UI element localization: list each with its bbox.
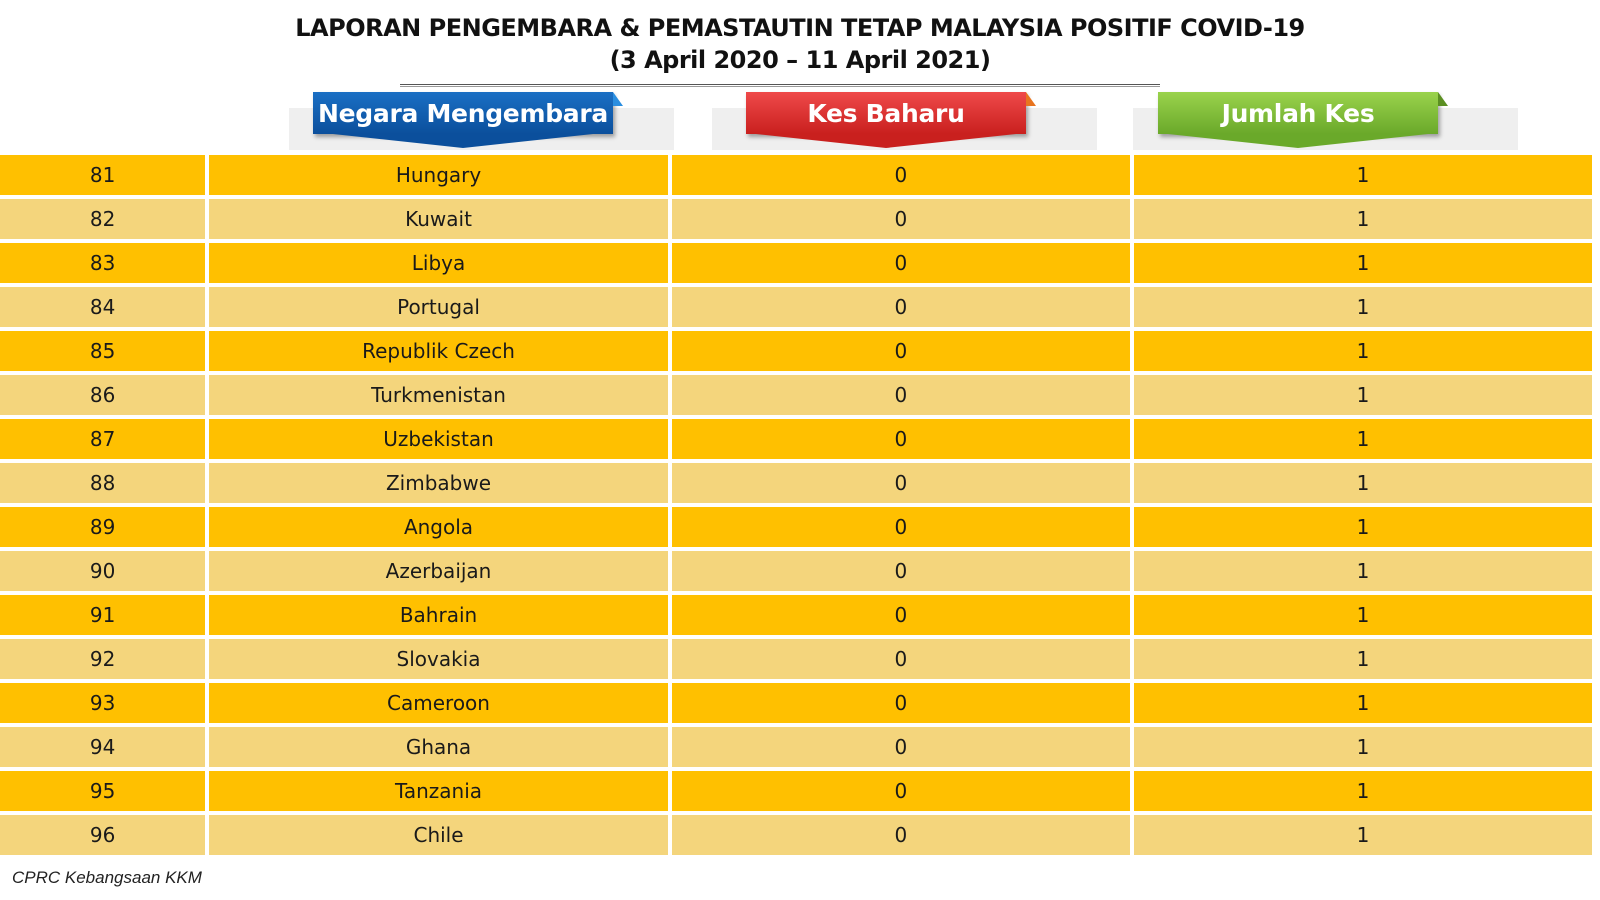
table-row: 95 Tanzania 0 1: [0, 771, 1592, 811]
table-row: 92 Slovakia 0 1: [0, 639, 1592, 679]
header-new-cases-pointer: [756, 134, 1016, 148]
header-total-cases-label: Jumlah Kes: [1221, 98, 1375, 128]
total-cases-cell: 1: [1133, 595, 1592, 635]
total-cases-cell: 1: [1133, 199, 1592, 239]
country-cell: Cameroon: [209, 683, 668, 723]
country-cell: Republik Czech: [209, 331, 668, 371]
table-row: 88 Zimbabwe 0 1: [0, 463, 1592, 503]
header-total-cases: Jumlah Kes: [1158, 92, 1448, 148]
country-cell: Tanzania: [209, 771, 668, 811]
country-cell: Portugal: [209, 287, 668, 327]
new-cases-cell: 0: [671, 463, 1130, 503]
country-cell: Chile: [209, 815, 668, 855]
new-cases-cell: 0: [671, 331, 1130, 371]
row-number: 81: [0, 155, 206, 195]
new-cases-cell: 0: [671, 155, 1130, 195]
total-cases-cell: 1: [1133, 551, 1592, 591]
row-number: 93: [0, 683, 206, 723]
table-row: 96 Chile 0 1: [0, 815, 1592, 855]
country-cell: Bahrain: [209, 595, 668, 635]
table-row: 89 Angola 0 1: [0, 507, 1592, 547]
row-number: 87: [0, 419, 206, 459]
country-cell: Angola: [209, 507, 668, 547]
country-cell: Zimbabwe: [209, 463, 668, 503]
cases-table-body: 81 Hungary 0 1 82 Kuwait 0 1 83 Libya 0 1 84 Portugal…: [0, 155, 1592, 855]
table-row: 93 Cameroon 0 1: [0, 683, 1592, 723]
new-cases-cell: 0: [671, 287, 1130, 327]
report-date-range: (3 April 2020 – 11 April 2021): [609, 46, 991, 74]
row-number: 96: [0, 815, 206, 855]
table-row: 86 Turkmenistan 0 1: [0, 375, 1592, 415]
total-cases-cell: 1: [1133, 375, 1592, 415]
table-row: 87 Uzbekistan 0 1: [0, 419, 1592, 459]
row-number: 86: [0, 375, 206, 415]
country-cell: Uzbekistan: [209, 419, 668, 459]
total-cases-cell: 1: [1133, 331, 1592, 371]
table-row: 82 Kuwait 0 1: [0, 199, 1592, 239]
new-cases-cell: 0: [671, 595, 1130, 635]
table-row: 84 Portugal 0 1: [0, 287, 1592, 327]
new-cases-cell: 0: [671, 419, 1130, 459]
report-title: LAPORAN PENGEMBARA & PEMASTAUTIN TETAP M…: [295, 14, 1305, 42]
country-cell: Slovakia: [209, 639, 668, 679]
total-cases-cell: 1: [1133, 287, 1592, 327]
new-cases-cell: 0: [671, 507, 1130, 547]
total-cases-cell: 1: [1133, 243, 1592, 283]
header-country: Negara Mengembara: [313, 92, 623, 148]
cases-table: 81 Hungary 0 1 82 Kuwait 0 1 83 Libya 0 1 84 Portugal…: [0, 151, 1596, 859]
new-cases-cell: 0: [671, 199, 1130, 239]
row-number: 94: [0, 727, 206, 767]
header-new-cases-label: Kes Baharu: [807, 98, 965, 128]
country-cell: Libya: [209, 243, 668, 283]
total-cases-cell: 1: [1133, 155, 1592, 195]
total-cases-cell: 1: [1133, 639, 1592, 679]
country-cell: Turkmenistan: [209, 375, 668, 415]
row-number: 82: [0, 199, 206, 239]
total-cases-cell: 1: [1133, 683, 1592, 723]
row-number: 84: [0, 287, 206, 327]
total-cases-cell: 1: [1133, 727, 1592, 767]
country-cell: Azerbaijan: [209, 551, 668, 591]
header-total-cases-fold: [1438, 92, 1448, 106]
row-number: 91: [0, 595, 206, 635]
total-cases-cell: 1: [1133, 771, 1592, 811]
table-row: 85 Republik Czech 0 1: [0, 331, 1592, 371]
table-row: 83 Libya 0 1: [0, 243, 1592, 283]
row-number: 85: [0, 331, 206, 371]
row-number: 92: [0, 639, 206, 679]
row-number: 90: [0, 551, 206, 591]
country-cell: Kuwait: [209, 199, 668, 239]
new-cases-cell: 0: [671, 727, 1130, 767]
new-cases-cell: 0: [671, 771, 1130, 811]
new-cases-cell: 0: [671, 375, 1130, 415]
header-new-cases-fold: [1026, 92, 1036, 106]
header-country-fold: [613, 92, 623, 106]
total-cases-cell: 1: [1133, 507, 1592, 547]
table-row: 90 Azerbaijan 0 1: [0, 551, 1592, 591]
table-row: 91 Bahrain 0 1: [0, 595, 1592, 635]
row-number: 88: [0, 463, 206, 503]
total-cases-cell: 1: [1133, 419, 1592, 459]
header-country-label: Negara Mengembara: [318, 98, 608, 128]
country-cell: Hungary: [209, 155, 668, 195]
total-cases-cell: 1: [1133, 815, 1592, 855]
row-number: 83: [0, 243, 206, 283]
row-number: 89: [0, 507, 206, 547]
table-row: 81 Hungary 0 1: [0, 155, 1592, 195]
header-new-cases: Kes Baharu: [746, 92, 1036, 148]
new-cases-cell: 0: [671, 815, 1130, 855]
new-cases-cell: 0: [671, 683, 1130, 723]
row-number: 95: [0, 771, 206, 811]
new-cases-cell: 0: [671, 551, 1130, 591]
title-divider: [400, 84, 1160, 87]
new-cases-cell: 0: [671, 243, 1130, 283]
country-cell: Ghana: [209, 727, 668, 767]
header-country-pointer: [333, 134, 593, 148]
header-total-cases-pointer: [1168, 134, 1428, 148]
source-credit: CPRC Kebangsaan KKM: [12, 868, 202, 887]
total-cases-cell: 1: [1133, 463, 1592, 503]
table-row: 94 Ghana 0 1: [0, 727, 1592, 767]
new-cases-cell: 0: [671, 639, 1130, 679]
